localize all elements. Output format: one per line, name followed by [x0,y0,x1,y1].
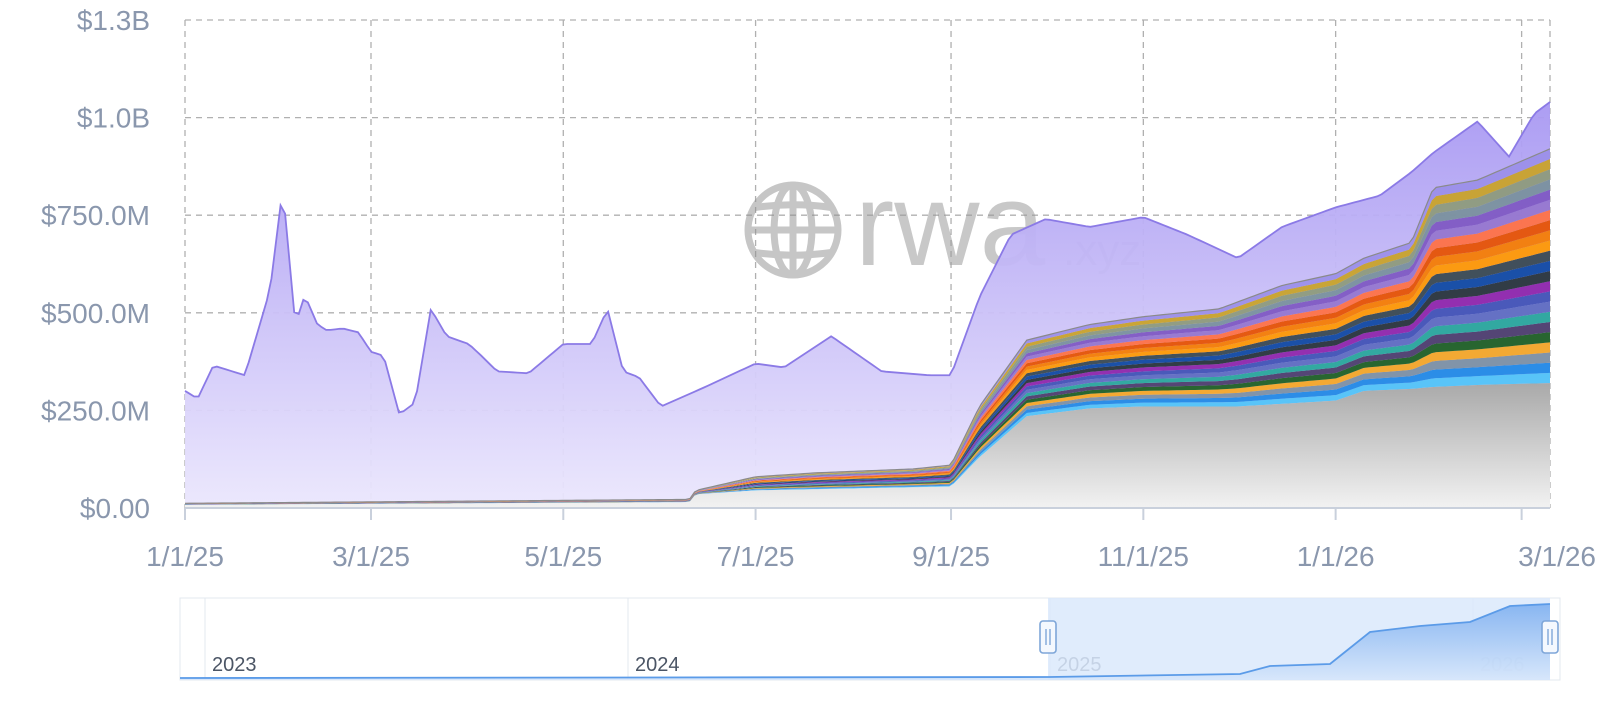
x-tick-label: 7/1/25 [717,541,795,572]
y-tick-label: $750.0M [41,200,150,231]
navigator-handle-left[interactable] [1039,620,1057,654]
axes: 1/1/25 3/1/25 5/1/25 7/1/25 9/1/25 11/1/25 1/1… [41,5,1596,572]
navigator-handle-right[interactable] [1541,620,1559,654]
x-tick-label: 9/1/25 [912,541,990,572]
handle-grip-icon [1541,620,1559,654]
y-tick-label: $1.3B [77,5,150,36]
y-tick-label: $500.0M [41,298,150,329]
x-tick-label: 3/1/26 [1518,541,1596,572]
y-tick-label: $250.0M [41,395,150,426]
navigator-year-label: 2023 [212,654,257,676]
stack-top-line [184,148,1551,504]
handle-grip-icon [1039,620,1057,654]
x-tick-label: 5/1/25 [524,541,602,572]
x-tick-label: 1/1/25 [146,541,224,572]
navigator-area [180,604,1550,680]
navigator-line [179,603,1551,679]
x-tick-label: 1/1/26 [1297,541,1375,572]
series-layer [184,101,1551,508]
series-band [185,372,1550,505]
y-tick-label: $0.00 [80,493,150,524]
base-area [185,383,1550,508]
x-tick-label: 3/1/25 [332,541,410,572]
y-tick-label: $1.0B [77,103,150,134]
navigator-year-label: 2024 [635,654,680,676]
total-line [184,101,1551,414]
range-navigator[interactable]: 2023202420252026 [179,597,1561,681]
series-band [185,362,1550,505]
globe-icon [744,181,842,279]
x-tick-label: 11/1/25 [1098,541,1189,572]
